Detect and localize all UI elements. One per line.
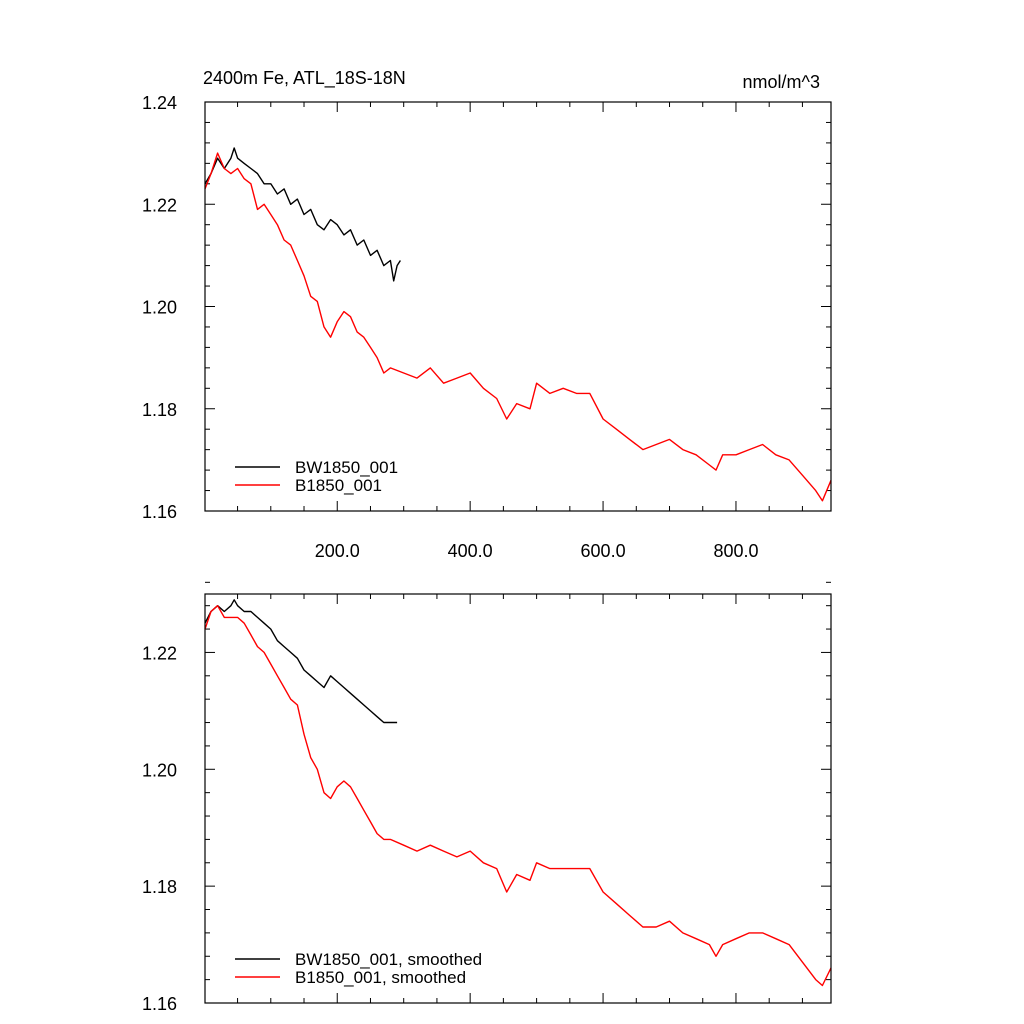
x-tick-label: 600.0 (581, 541, 626, 561)
x-tick-label: 200.0 (315, 541, 360, 561)
legend-label: B1850_001, smoothed (295, 968, 466, 987)
top-axis-ticks (205, 101, 831, 512)
y-tick-label: 1.16 (142, 994, 177, 1014)
x-tick-label: 800.0 (713, 541, 758, 561)
series-line-0 (204, 599, 398, 724)
series-line-1 (204, 605, 832, 987)
top-plot-frame (204, 101, 832, 512)
y-tick-label: 1.18 (142, 877, 177, 897)
top-plot-lines (204, 147, 832, 502)
bottom-plot-lines (204, 599, 832, 987)
chart-title: 2400m Fe, ATL_18S-18N (203, 68, 406, 89)
legend-label: BW1850_001 (295, 458, 398, 477)
y-tick-label: 1.20 (142, 298, 177, 318)
top-axis-labels: 200.0 400.0 600.0 800.0 1.16 1.18 1.20 1.22 1.24 (142, 93, 759, 561)
series-line-1 (204, 152, 832, 502)
top-chart-panel: 2400m Fe, ATL_18S-18N nmol/m^3 200.0 400.… (142, 68, 832, 561)
bottom-axis-labels: 1.16 1.18 1.20 1.22 (142, 643, 177, 1014)
y-tick-label: 1.16 (142, 502, 177, 522)
y-tick-label: 1.22 (142, 195, 177, 215)
bottom-plot-frame (204, 593, 832, 1004)
x-tick-label: 400.0 (448, 541, 493, 561)
bottom-axis-ticks (205, 581, 831, 1004)
bottom-chart-panel: 1.16 1.18 1.20 1.22 BW1850_001, smoothedB18… (142, 581, 832, 1014)
y-tick-label: 1.18 (142, 400, 177, 420)
y-tick-label: 1.24 (142, 93, 177, 113)
y-tick-label: 1.22 (142, 643, 177, 663)
series-line-0 (204, 147, 401, 282)
units-label: nmol/m^3 (743, 72, 820, 92)
y-tick-label: 1.20 (142, 760, 177, 780)
legend-label: B1850_001 (295, 476, 382, 495)
legend-label: BW1850_001, smoothed (295, 950, 482, 969)
